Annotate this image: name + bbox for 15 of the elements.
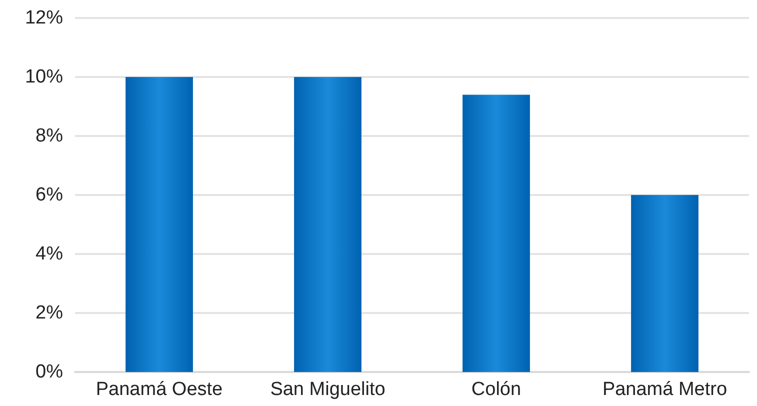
y-tick-label: 2%	[36, 302, 64, 324]
x-tick-label: Panamá Metro	[602, 379, 728, 400]
x-tick-label: San Miguelito	[270, 379, 386, 400]
bar	[294, 77, 362, 372]
x-tick-label: Panamá Oeste	[96, 379, 223, 400]
y-tick-label: 8%	[36, 126, 64, 146]
y-tick-label: 10%	[24, 66, 64, 88]
bar	[631, 195, 698, 372]
bar	[126, 77, 193, 372]
y-tick-label: 6%	[36, 184, 64, 206]
y-tick-label: 0%	[36, 362, 64, 382]
x-tick-label: Colón	[471, 379, 522, 400]
bar	[462, 94, 530, 372]
y-tick-label: 12%	[24, 8, 64, 28]
y-tick-label: 4%	[36, 244, 64, 264]
